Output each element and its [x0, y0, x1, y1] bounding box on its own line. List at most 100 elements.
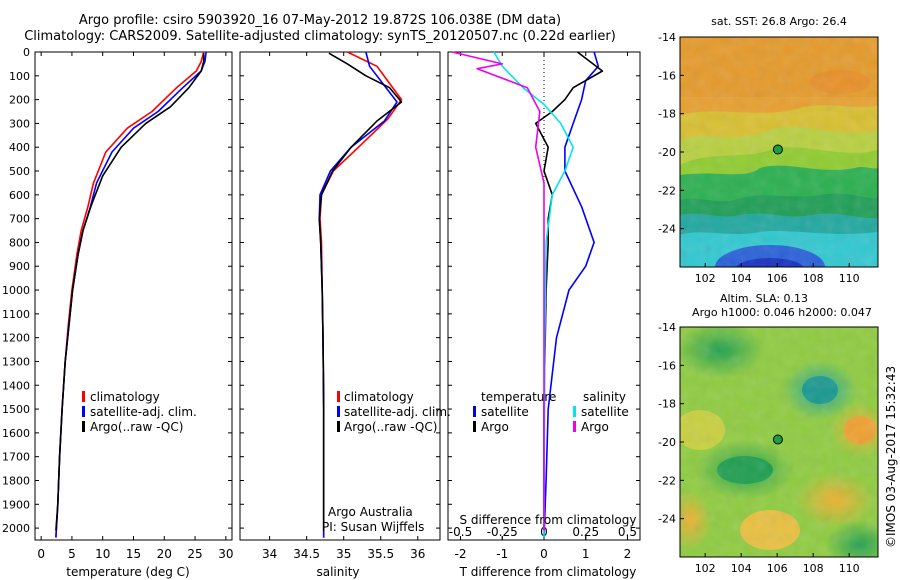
- x-tick-label: 1: [582, 547, 590, 561]
- legend-swatch-s-satellite: [573, 406, 576, 417]
- s-diff-xlabel: S difference from climatology: [460, 513, 637, 527]
- map-x-tick-label: 108: [803, 562, 824, 575]
- map-y-tick-label: -22: [658, 184, 676, 197]
- sst-map-title: sat. SST: 26.8 Argo: 26.4: [711, 15, 847, 28]
- map-x-tick-label: 110: [839, 272, 860, 285]
- series-line-climatology: [55, 51, 205, 538]
- depth-tick-label: 2000: [2, 522, 30, 535]
- salinity-legend: climatology satellite-adj. clim. Argo(..…: [337, 390, 451, 434]
- temperature-panel: 0 5 10 15 20 25 30: [34, 51, 233, 561]
- depth-tick-label: 800: [9, 236, 30, 249]
- x-tick-label: 0: [540, 547, 548, 561]
- legend-swatch-satellite: [337, 406, 340, 417]
- series-line-t-argo: [534, 51, 604, 531]
- map-y-tick-label: -16: [658, 359, 676, 372]
- depth-tick-label: 1600: [2, 427, 30, 440]
- series-line-argo: [318, 52, 403, 531]
- x-tick-label: 30: [218, 547, 233, 561]
- copyright-stamp: ©IMOS 03-Aug-2017 15:32:43: [884, 366, 898, 548]
- depth-tick-label: 1000: [2, 284, 30, 297]
- map-y-tick-label: -18: [658, 398, 676, 411]
- x-tick-label: 0: [37, 547, 45, 561]
- map-x-tick-label: 102: [695, 562, 716, 575]
- map-x-tick-label: 108: [803, 272, 824, 285]
- panel-frame: [34, 51, 233, 541]
- depth-tick-label: 100: [9, 70, 30, 83]
- difference-panel: -2 -1 0 1 2-0.5 -0.25 0 0.25 0.5: [447, 51, 641, 561]
- sla-heatmap: [680, 327, 878, 557]
- credit-pi: PI: Susan Wijffels: [322, 520, 424, 534]
- x-tick-label: 25: [187, 547, 202, 561]
- map-y-tick-label: -22: [658, 474, 676, 487]
- legend-label-argo: Argo(..raw -QC): [344, 420, 437, 434]
- map-y-tick-label: -16: [658, 69, 676, 82]
- legend-swatch-argo: [337, 421, 340, 432]
- salinity-xlabel: salinity: [316, 565, 359, 579]
- x-tick-label: 35: [336, 547, 351, 561]
- legend-swatch-t-satellite: [473, 406, 476, 417]
- figure-title-line2: Climatology: CARS2009. Satellite-adjuste…: [24, 29, 616, 44]
- series-line-argo: [55, 53, 205, 531]
- map-x-tick-label: 104: [731, 272, 752, 285]
- sst-heatmap: [680, 37, 878, 267]
- depth-tick-label: 1100: [2, 308, 30, 321]
- map-x-tick-label: 104: [731, 562, 752, 575]
- legend-swatch-argo: [82, 421, 85, 432]
- series-line-satellite: [318, 51, 398, 538]
- legend-label-satellite: satellite-adj. clim.: [90, 405, 197, 419]
- temperature-xlabel: temperature (deg C): [66, 565, 189, 579]
- series-line-s-satellite: [493, 51, 575, 538]
- legend-swatch-climatology: [337, 391, 340, 402]
- depth-tick-label: 0: [23, 46, 30, 59]
- legend-title-salinity: salinity: [583, 390, 626, 404]
- x-tick-label: 20: [157, 547, 172, 561]
- depth-tick-label: 600: [9, 189, 30, 202]
- depth-tick-label: 900: [9, 260, 30, 273]
- legend-label-climatology: climatology: [90, 390, 160, 404]
- depth-tick-label: 700: [9, 213, 30, 226]
- figure-title-line1: Argo profile: csiro 5903920_16 07-May-20…: [78, 13, 562, 28]
- legend-title-temperature: temperature: [481, 390, 556, 404]
- s-tick-label: -0.5: [449, 525, 472, 539]
- x-tick-label: 2: [624, 547, 632, 561]
- s-tick-label: 0.5: [618, 525, 637, 539]
- x-tick-label: 34: [262, 547, 277, 561]
- x-tick-label: 10: [95, 547, 110, 561]
- legend-swatch-satellite: [82, 406, 85, 417]
- depth-tick-label: 1200: [2, 332, 30, 345]
- temperature-legend: climatology satellite-adj. clim. Argo(..…: [82, 390, 197, 434]
- depth-tick-label: 200: [9, 94, 30, 107]
- depth-tick-label: 1400: [2, 379, 30, 392]
- legend-label-s-satellite: satellite: [581, 405, 629, 419]
- map-x-tick-label: 106: [767, 562, 788, 575]
- credit-project: Argo Australia: [328, 505, 413, 519]
- legend-label-argo: Argo(..raw -QC): [90, 420, 183, 434]
- s-tick-label: 0.25: [572, 525, 599, 539]
- series-line-climatology: [319, 51, 403, 538]
- depth-tick-label: 1500: [2, 403, 30, 416]
- map-x-tick-label: 106: [767, 272, 788, 285]
- salinity-panel: 34 34.5 35 35.5 36: [239, 51, 441, 561]
- map-y-tick-label: -18: [658, 108, 676, 121]
- map-y-tick-label: -24: [658, 513, 676, 526]
- x-tick-label: 36: [410, 547, 425, 561]
- legend-label-climatology: climatology: [344, 390, 414, 404]
- series-line-t-satellite: [543, 51, 600, 538]
- depth-tick-label: 400: [9, 141, 30, 154]
- depth-tick-label: 1700: [2, 451, 30, 464]
- depth-tick-label: 300: [9, 117, 30, 130]
- map-y-tick-label: -20: [658, 146, 676, 159]
- map-y-tick-label: -20: [658, 436, 676, 449]
- panel-frame: [239, 51, 441, 541]
- depth-tick-label: 500: [9, 165, 30, 178]
- t-diff-xlabel: T difference from climatology: [459, 565, 637, 579]
- x-tick-label: 34.5: [293, 547, 320, 561]
- map-x-tick-label: 110: [839, 562, 860, 575]
- depth-tick-label: 1800: [2, 474, 30, 487]
- legend-label-s-argo: Argo: [581, 420, 609, 434]
- argo-location-marker: [772, 434, 783, 445]
- series-line-s-argo: [452, 51, 545, 531]
- map-y-tick-label: -14: [658, 31, 676, 44]
- legend-label-satellite: satellite-adj. clim.: [344, 405, 451, 419]
